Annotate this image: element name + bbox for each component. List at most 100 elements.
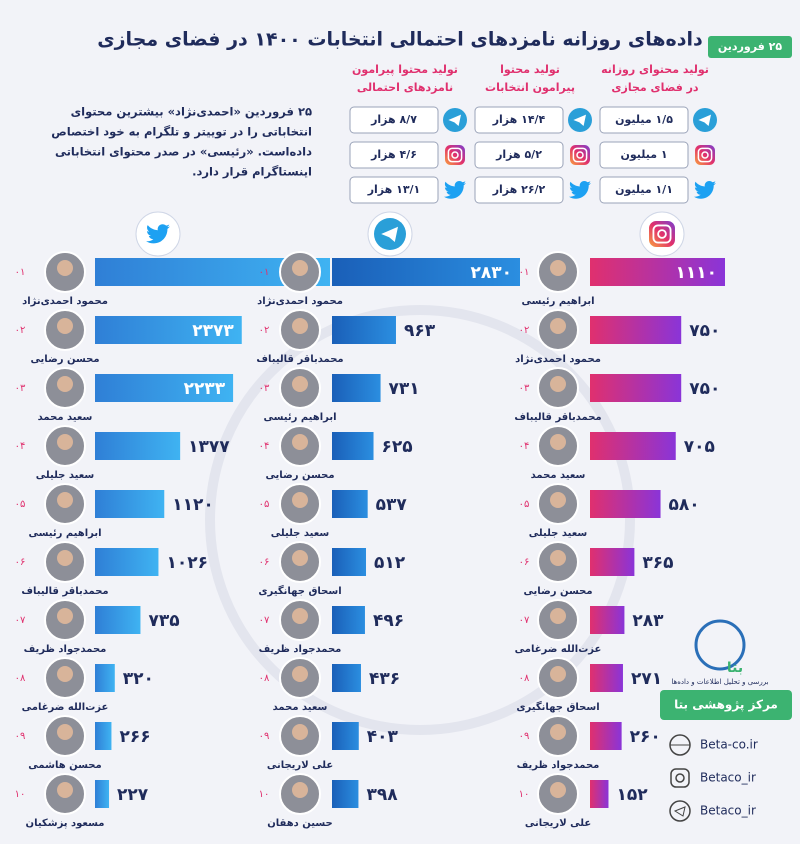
rank: ۰۲ bbox=[15, 325, 26, 336]
tg-link-plane bbox=[673, 806, 686, 817]
bar bbox=[95, 780, 110, 808]
bar bbox=[590, 374, 682, 402]
instagram-frame bbox=[447, 147, 463, 163]
center-badge bbox=[660, 690, 792, 720]
candidate-name: علی لاریجانی bbox=[525, 818, 591, 829]
value-label: ۲۸۳۰ bbox=[470, 263, 512, 283]
stats-value: ۱ میلیون bbox=[620, 148, 667, 161]
candidate-name: سعید محمد bbox=[38, 412, 93, 423]
telegram-plane bbox=[698, 114, 711, 126]
candidate-name: محمود احمدی‌نژاد bbox=[257, 296, 343, 307]
bar bbox=[332, 490, 368, 518]
stats-title: در فضای مجازی bbox=[611, 81, 699, 94]
stats-box bbox=[474, 176, 564, 204]
stats-value: ۴/۶ هزار bbox=[370, 148, 417, 161]
stats-value: ۱/۱ میلیون bbox=[615, 183, 673, 196]
candidate-name: سعید جلیلی bbox=[271, 528, 330, 539]
footer-link: Betaco_ir bbox=[700, 771, 756, 785]
description-line: داده‌است. «رئیسی» در صدر محتوای انتخابات… bbox=[55, 145, 312, 160]
candidate-name: محسن رضایی bbox=[30, 354, 99, 365]
value-label: ۲۷۱ bbox=[631, 669, 662, 689]
value-label: ۱۱۲۰ bbox=[172, 495, 214, 515]
instagram-frame bbox=[697, 147, 713, 163]
stats-box bbox=[474, 106, 564, 134]
photo-face bbox=[57, 666, 73, 682]
rank: ۰۷ bbox=[519, 615, 530, 626]
rank: ۰۴ bbox=[15, 441, 26, 452]
bar bbox=[590, 780, 609, 808]
bar bbox=[95, 490, 165, 518]
rank: ۰۱ bbox=[15, 267, 26, 278]
twitter-icon bbox=[444, 181, 466, 199]
rank: ۰۵ bbox=[15, 499, 26, 510]
candidate-name: محمدجواد ظریف bbox=[259, 644, 342, 655]
stats-title: نامزدهای احتمالی bbox=[357, 81, 453, 94]
bar bbox=[332, 374, 381, 402]
bar bbox=[332, 258, 520, 286]
instagram-icon bbox=[649, 221, 675, 247]
value-label: ۷۳۱ bbox=[389, 379, 420, 399]
description-line: ۲۵ فروردین «احمدی‌نژاد» بیشترین محتوای bbox=[71, 105, 312, 120]
photo-face bbox=[292, 318, 308, 334]
rank: ۰۳ bbox=[519, 383, 530, 394]
rank: ۰۱ bbox=[259, 267, 270, 278]
candidate-name: محمدجواد ظریف bbox=[517, 760, 600, 771]
value-label: ۴۹۶ bbox=[373, 611, 404, 631]
stats-box bbox=[474, 141, 564, 169]
value-label: ۳۶۵ bbox=[642, 553, 673, 573]
candidate-name: عزت‌الله ضرغامی bbox=[22, 702, 109, 713]
rank: ۰۸ bbox=[259, 673, 270, 684]
rank: ۱۰ bbox=[15, 789, 26, 800]
rank: ۱۰ bbox=[519, 789, 530, 800]
photo-face bbox=[292, 376, 308, 392]
bar bbox=[332, 780, 359, 808]
bar bbox=[95, 548, 159, 576]
twitter-icon bbox=[694, 181, 716, 199]
bar bbox=[590, 316, 682, 344]
twitter-icon bbox=[146, 224, 170, 244]
candidate-name: اسحاق جهانگیری bbox=[516, 700, 599, 713]
value-label: ۴۰۳ bbox=[367, 727, 399, 747]
value-label: ۷۳۵ bbox=[148, 611, 179, 631]
description-line: انتخاباتی را در توییتر و تلگرام به خود ا… bbox=[51, 125, 312, 140]
photo-face bbox=[292, 666, 308, 682]
stats-box bbox=[349, 176, 439, 204]
rank: ۰۵ bbox=[259, 499, 270, 510]
value-label: ۲۳۷۳ bbox=[192, 321, 234, 341]
bar bbox=[95, 664, 115, 692]
bar bbox=[590, 432, 676, 460]
instagram-frame bbox=[652, 224, 672, 244]
value-label: ۳۹۸ bbox=[366, 785, 398, 805]
photo-face bbox=[57, 608, 73, 624]
stats-box bbox=[599, 141, 689, 169]
photo-face bbox=[292, 492, 308, 508]
candidate-name: مسعود پزشکیان bbox=[26, 818, 105, 829]
photo-face bbox=[550, 434, 566, 450]
rank: ۰۶ bbox=[519, 557, 530, 568]
rank: ۰۷ bbox=[259, 615, 270, 626]
bar bbox=[95, 432, 181, 460]
candidate-name: محمدباقر قالیباف bbox=[514, 412, 601, 423]
photo-face bbox=[550, 260, 566, 276]
rank: ۰۴ bbox=[519, 441, 530, 452]
bar bbox=[590, 664, 623, 692]
instagram-frame bbox=[572, 147, 588, 163]
telegram-plane bbox=[573, 114, 586, 126]
value-label: ۵۱۲ bbox=[374, 553, 406, 573]
stats-value: ۲۶/۲ هزار bbox=[492, 183, 546, 196]
logo-ring bbox=[694, 619, 746, 671]
candidate-name: محسن رضایی bbox=[265, 470, 334, 481]
candidate-name: اسحاق جهانگیری bbox=[258, 584, 341, 597]
candidate-name: محمدجواد ظریف bbox=[24, 644, 107, 655]
bar bbox=[332, 722, 359, 750]
value-label: ۲۸۳ bbox=[632, 611, 664, 631]
value-label: ۹۶۳ bbox=[404, 321, 436, 341]
bar bbox=[590, 606, 625, 634]
bar bbox=[95, 374, 234, 402]
footer-link: Betaco_ir bbox=[700, 804, 756, 818]
value-label: ۳۲۰ bbox=[123, 669, 154, 689]
candidate-name: محمود احمدی‌نژاد bbox=[22, 296, 108, 307]
rank: ۰۱ bbox=[519, 267, 530, 278]
rank: ۱۰ bbox=[259, 789, 270, 800]
